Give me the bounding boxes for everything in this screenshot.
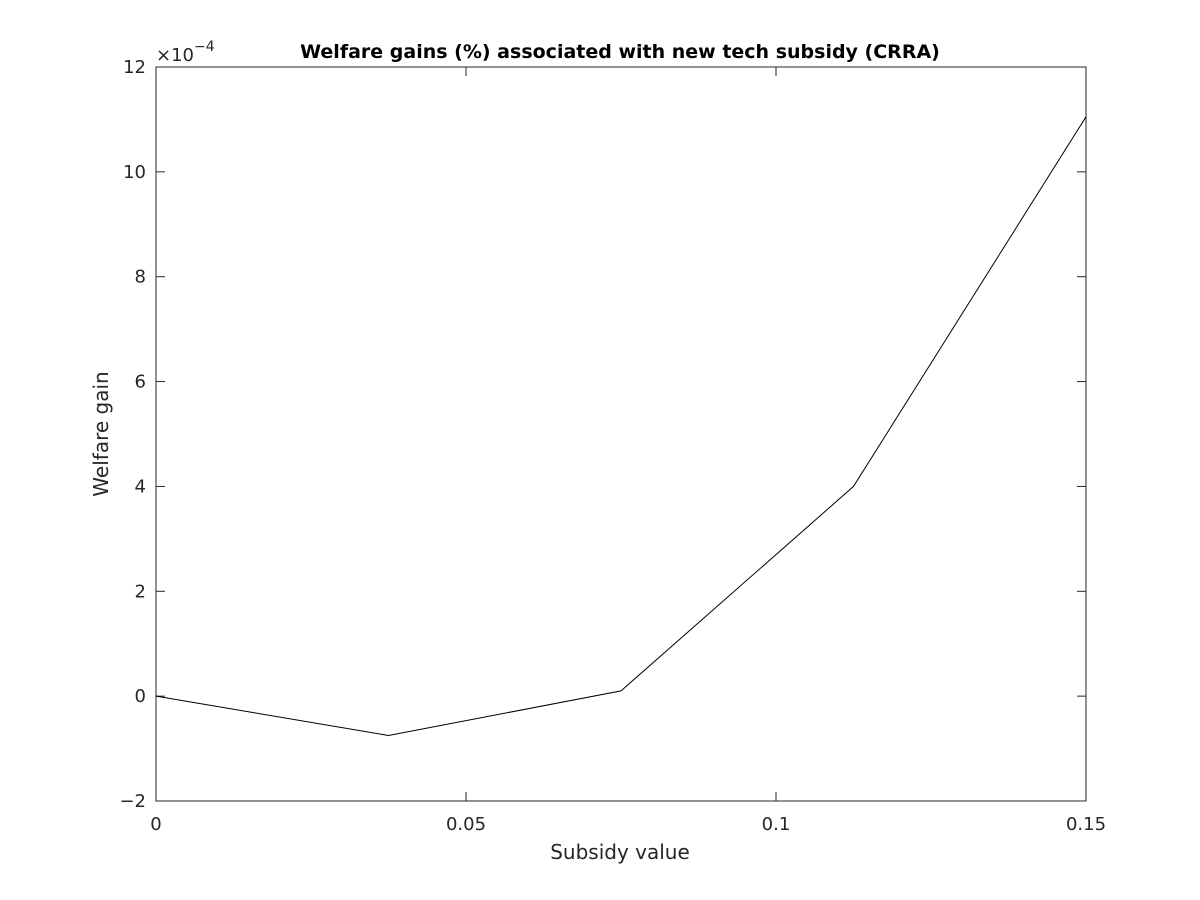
x-tick-label: 0.1: [762, 814, 791, 835]
ticks: [155, 66, 1087, 802]
y-multiplier-exponent: −4: [194, 39, 215, 55]
y-axis-label: Welfare gain: [89, 371, 113, 496]
y-tick-label: 6: [135, 372, 146, 393]
plot-area: [155, 66, 1087, 802]
y-tick-label: 12: [123, 57, 146, 78]
y-multiplier: ×10−4: [156, 39, 215, 66]
x-tick-label: 0.05: [446, 814, 486, 835]
y-tick-label: 10: [123, 162, 146, 183]
x-tick-label: 0: [150, 814, 161, 835]
y-tick-label: 8: [135, 267, 146, 288]
y-tick-label: 0: [135, 686, 146, 707]
series-line: [155, 116, 1087, 736]
chart-title: Welfare gains (%) associated with new te…: [300, 41, 940, 63]
series-layer: [155, 116, 1087, 736]
x-axis-label: Subsidy value: [550, 840, 690, 864]
y-tick-label: −2: [119, 791, 146, 812]
x-tick-label: 0.15: [1066, 814, 1106, 835]
y-tick-label: 2: [135, 581, 146, 602]
y-multiplier-base: ×10: [156, 45, 194, 66]
y-tick-label: 4: [135, 476, 146, 497]
